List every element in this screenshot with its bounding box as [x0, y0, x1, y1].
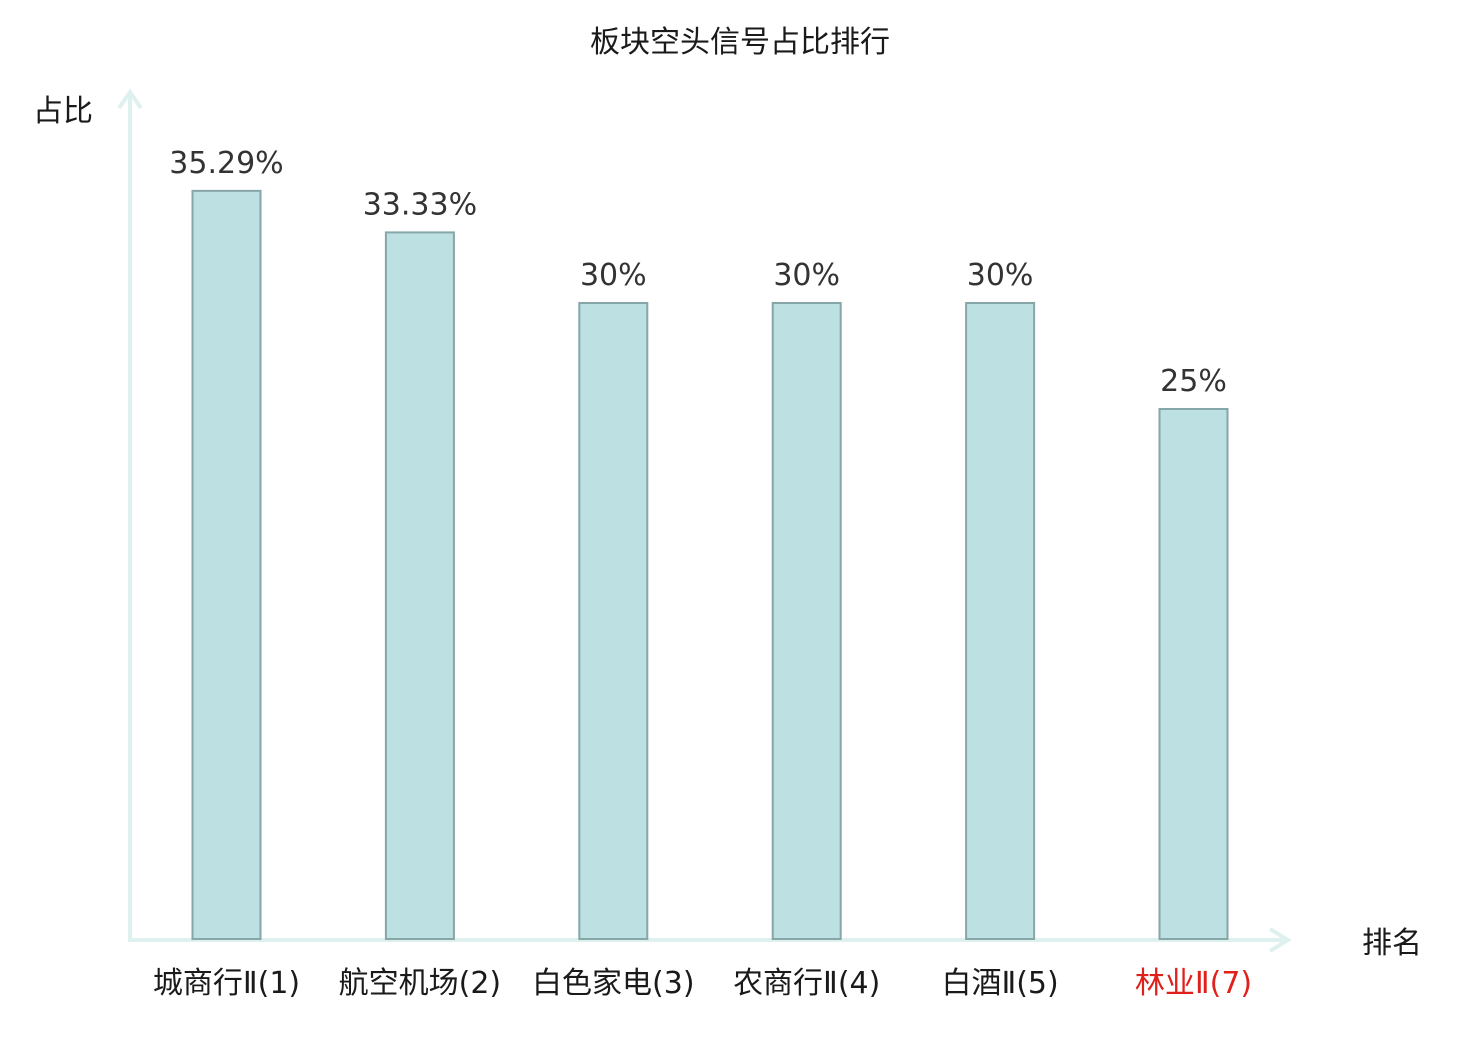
value-label-5: 30% — [967, 258, 1034, 293]
bar-1 — [191, 189, 262, 941]
category-label-1: 城商行Ⅱ(1) — [153, 966, 300, 1001]
category-labels-group: 城商行Ⅱ(1) 航空机场(2) 白色家电(3) 农商行Ⅱ(4) 白酒Ⅱ(5) 林业Ⅱ(7) — [153, 966, 1252, 1001]
value-label-4: 30% — [773, 258, 840, 293]
y-axis-label: 占比 — [33, 94, 93, 129]
value-label-3: 30% — [580, 258, 647, 293]
category-label-3: 白色家电(3) — [532, 966, 695, 1001]
x-axis-arrow — [1268, 927, 1292, 953]
value-label-2: 33.33% — [363, 187, 477, 222]
bars-group — [191, 189, 1229, 941]
y-axis-arrow — [117, 88, 143, 110]
value-label-1: 35.29% — [169, 146, 283, 181]
bar-2 — [384, 231, 455, 941]
bar-3 — [578, 302, 649, 940]
category-label-4: 农商行Ⅱ(4) — [733, 966, 880, 1001]
bar-4 — [771, 302, 842, 940]
value-labels-group: 35.29% 33.33% 30% 30% 30% 25% — [169, 146, 1227, 399]
chart-title: 板块空头信号占比排行 — [590, 25, 890, 60]
value-label-6: 25% — [1160, 364, 1227, 399]
x-axis-label: 排名 — [1362, 926, 1422, 961]
category-label-5: 白酒Ⅱ(5) — [941, 966, 1058, 1001]
bar-6 — [1158, 408, 1229, 940]
category-label-6: 林业Ⅱ(7) — [1135, 966, 1252, 1001]
category-label-2: 航空机场(2) — [339, 966, 502, 1001]
bar-5 — [965, 302, 1036, 940]
